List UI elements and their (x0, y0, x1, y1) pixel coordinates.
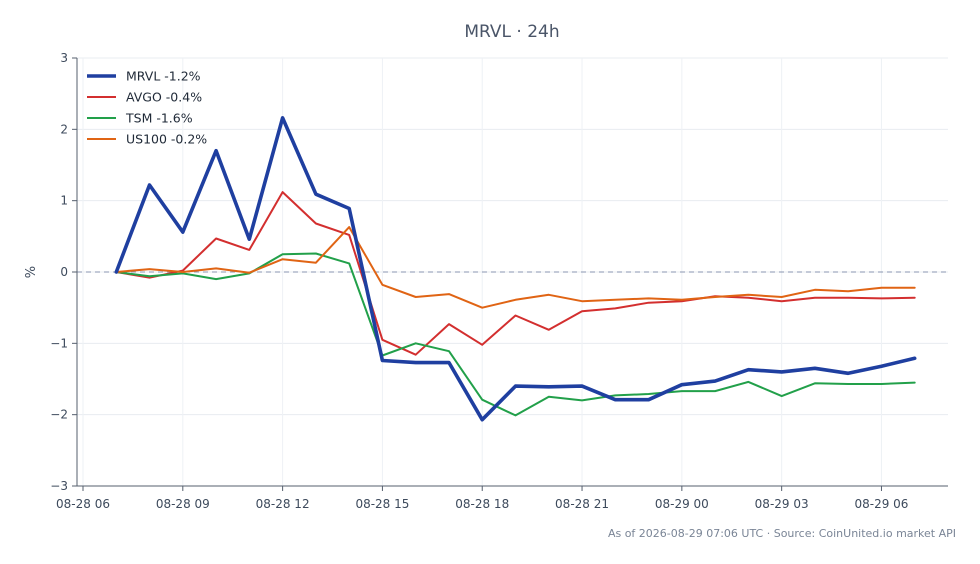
y-tick-label: 1 (60, 194, 68, 208)
legend-label-us100: US100 -0.2% (126, 132, 207, 147)
y-tick-label: 2 (60, 122, 68, 136)
axes (72, 57, 948, 491)
series-line-tsm (115, 252, 916, 417)
y-tick-label: 3 (60, 51, 68, 65)
legend-label-mrvl: MRVL -1.2% (126, 69, 201, 84)
legend-label-avgo: AVGO -0.4% (126, 90, 202, 105)
y-tick-label: −2 (50, 408, 68, 422)
x-tick-label: 08-29 00 (655, 497, 709, 511)
series-line-avgo (115, 191, 916, 356)
x-tick-label: 08-28 12 (256, 497, 310, 511)
legend-label-tsm: TSM -1.6% (125, 111, 193, 126)
series-line-mrvl (114, 116, 917, 422)
y-tick-label: 0 (60, 265, 68, 279)
footer-source: As of 2026-08-29 07:06 UTC · Source: Coi… (608, 527, 956, 540)
x-tick-label: 08-29 06 (854, 497, 908, 511)
x-tick-label: 08-28 06 (56, 497, 110, 511)
x-tick-label: 08-29 03 (755, 497, 809, 511)
x-tick-label: 08-28 09 (156, 497, 210, 511)
y-tick-label: −1 (50, 336, 68, 350)
chart-title: MRVL · 24h (464, 22, 559, 42)
series-group (114, 116, 917, 422)
legend: MRVL -1.2% AVGO -0.4% TSM -1.6% US100 -0.2% (87, 69, 207, 147)
y-axis-label: % (24, 266, 39, 278)
x-tick-label: 08-28 21 (555, 497, 609, 511)
x-tick-label: 08-28 18 (455, 497, 509, 511)
y-tick-label: −3 (50, 479, 68, 493)
series-line-us100 (115, 226, 916, 309)
x-tick-label: 08-28 15 (355, 497, 409, 511)
tick-labels: −3 −2 −1 0 1 2 3 08-28 06 08-28 09 08-28 12 08-28 … (50, 51, 908, 511)
